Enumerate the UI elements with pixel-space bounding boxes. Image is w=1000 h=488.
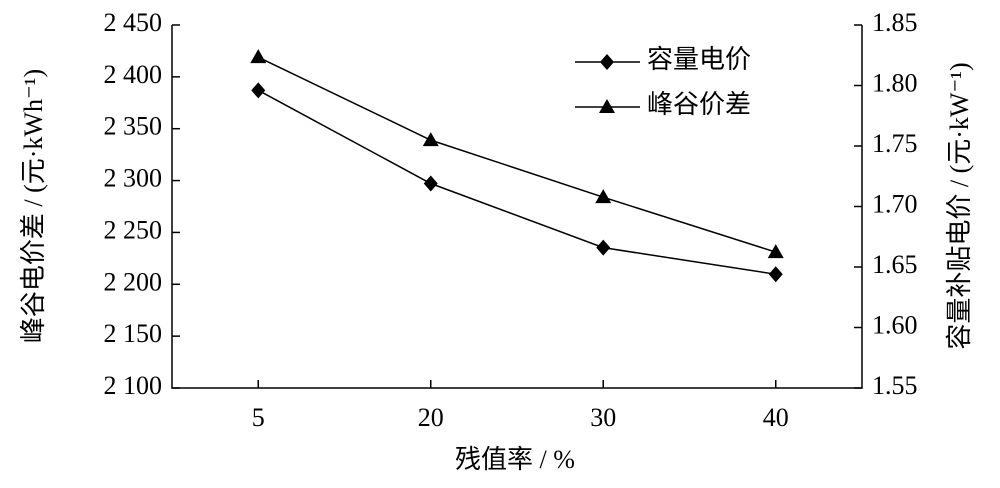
y-tick-label: 2 450 <box>104 8 163 37</box>
x-tick-label: 5 <box>252 403 265 432</box>
y-tick-label: 2 400 <box>104 60 163 89</box>
y2-tick-label: 1.55 <box>872 371 918 400</box>
y2-tick-label: 1.65 <box>872 250 918 279</box>
legend-label: 峰谷价差 <box>647 90 751 119</box>
y2-tick-label: 1.80 <box>872 68 918 97</box>
y-tick-label: 2 200 <box>104 267 163 296</box>
x-tick-label: 30 <box>590 403 616 432</box>
y-tick-label: 2 300 <box>104 164 163 193</box>
series-line <box>257 56 776 253</box>
data-point <box>596 239 611 256</box>
y2-tick-label: 1.75 <box>872 129 918 158</box>
y-axis-title: 峰谷电价差 / (元·kWh⁻¹) <box>19 69 48 343</box>
data-point <box>250 49 267 64</box>
data-point <box>767 244 784 259</box>
data-point <box>423 175 438 192</box>
series-line <box>257 89 776 276</box>
legend-marker <box>599 99 615 113</box>
y2-tick-label: 1.85 <box>872 8 918 37</box>
x-tick-label: 20 <box>418 403 444 432</box>
data-point <box>768 266 783 283</box>
data-point <box>251 82 266 99</box>
y2-tick-label: 1.60 <box>872 310 918 339</box>
x-tick-label: 40 <box>763 403 789 432</box>
data-point <box>595 189 612 204</box>
y-tick-label: 2 250 <box>104 215 163 244</box>
y-tick-label: 2 100 <box>104 371 163 400</box>
y-tick-label: 2 150 <box>104 319 163 348</box>
y-tick-label: 2 350 <box>104 112 163 141</box>
legend-label: 容量电价 <box>647 45 751 74</box>
data-point <box>422 132 439 147</box>
y2-tick-label: 1.70 <box>872 189 918 218</box>
legend-marker <box>600 54 614 70</box>
axes <box>171 25 863 389</box>
x-axis-title: 残值率 / % <box>455 445 575 474</box>
y2-axis-title: 容量补贴电价 / (元·kW⁻¹) <box>945 62 974 349</box>
